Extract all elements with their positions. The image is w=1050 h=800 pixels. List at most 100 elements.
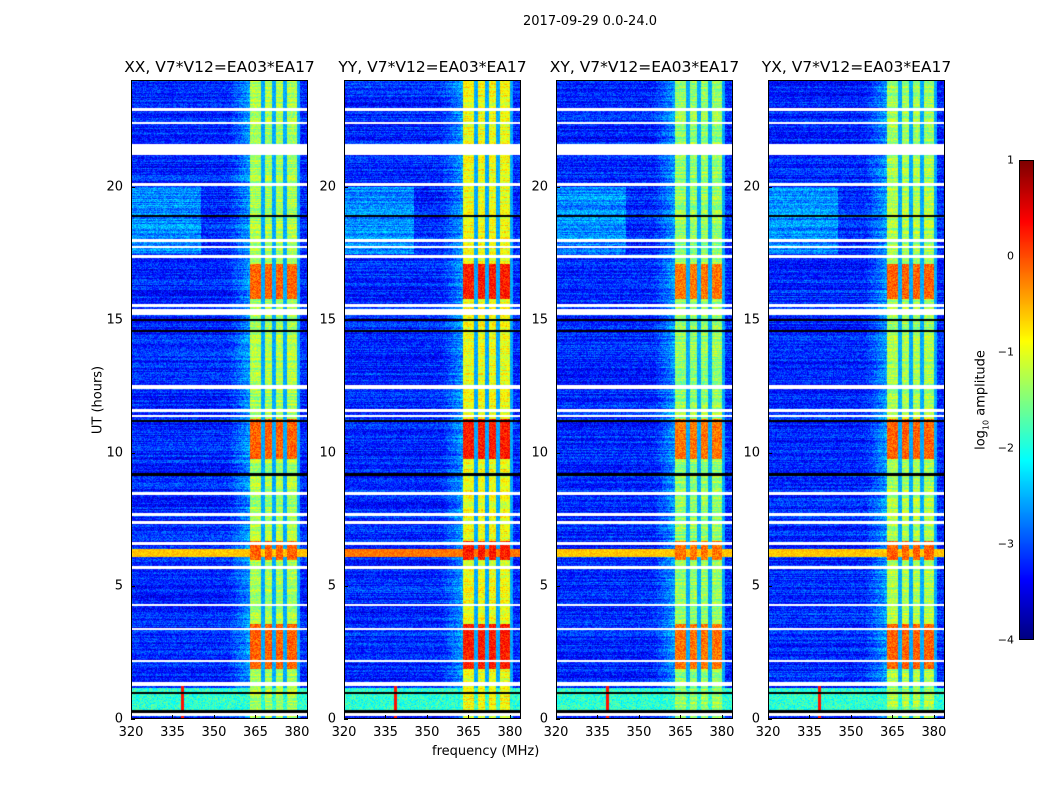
x-tick-mark (892, 715, 894, 719)
plot-frame (768, 80, 945, 719)
y-tick-mark (556, 452, 560, 454)
y-tick-mark (768, 585, 772, 587)
figure-title: 2017-09-29 0.0-24.0 (523, 14, 657, 29)
y-tick-mark (131, 319, 135, 321)
x-tick-mark (809, 715, 811, 719)
colorbar-tick-label: −4 (997, 633, 1014, 647)
heatmap-image (556, 80, 733, 719)
y-tick-mark (344, 452, 348, 454)
y-tick-label: 0 (114, 711, 123, 727)
x-tick-mark (385, 715, 387, 719)
x-tick-label: 365 (880, 725, 905, 740)
y-tick-mark (768, 719, 772, 720)
x-tick-mark (131, 715, 132, 719)
x-tick-mark (344, 715, 345, 719)
y-tick-mark (768, 452, 772, 454)
y-tick-mark (131, 452, 135, 454)
y-tick-label: 10 (319, 445, 336, 461)
x-tick-label: 350 (414, 725, 440, 740)
x-tick-label: 350 (626, 725, 652, 740)
y-tick-label: 0 (539, 711, 548, 727)
y-tick-mark (556, 585, 560, 587)
heatmap-image (344, 80, 521, 719)
y-tick-mark (556, 186, 560, 188)
y-tick-mark (131, 719, 135, 720)
y-tick-label: 0 (751, 711, 760, 727)
y-axis-label: UT (hours) (90, 365, 106, 435)
y-tick-label: 15 (743, 312, 760, 328)
y-tick-label: 5 (539, 578, 548, 594)
x-tick-mark (556, 715, 557, 719)
x-tick-mark (509, 715, 511, 719)
x-tick-mark (721, 715, 723, 719)
x-tick-label: 335 (797, 725, 822, 740)
y-tick-mark (344, 585, 348, 587)
x-tick-mark (255, 715, 257, 719)
y-tick-label: 5 (114, 578, 123, 594)
x-tick-label: 380 (709, 725, 735, 740)
colorbar-label: log10 amplitude (973, 350, 991, 450)
colorbar-tick-label: 0 (1007, 249, 1014, 263)
y-tick-mark (344, 319, 348, 321)
y-tick-mark (556, 719, 560, 720)
plot-frame (556, 80, 733, 719)
y-tick-label: 10 (743, 445, 760, 461)
plot-frame (131, 80, 308, 719)
y-tick-mark (556, 319, 560, 321)
y-tick-label: 5 (751, 578, 760, 594)
y-tick-label: 5 (327, 578, 336, 594)
x-tick-label: 380 (284, 725, 310, 740)
spectrogram-panel-2: YY, V7*V12=EA03*EA17 320 335 350 365 380 0 5 10 1… (319, 58, 526, 740)
colorbar-tick-label: −3 (997, 537, 1014, 551)
plot-frame (344, 80, 521, 719)
colorbar (1019, 160, 1034, 640)
y-tick-mark (768, 319, 772, 321)
y-tick-label: 15 (319, 312, 336, 328)
x-tick-label: 365 (456, 725, 481, 740)
y-tick-label: 15 (531, 312, 548, 328)
x-tick-label: 365 (668, 725, 693, 740)
heatmap-image (131, 80, 308, 719)
colorbar-tick-label: 1 (1007, 153, 1014, 167)
x-tick-mark (768, 715, 769, 719)
y-tick-mark (131, 585, 135, 587)
panel-title: XX, V7*V12=EA03*EA17 (124, 58, 315, 76)
x-tick-mark (680, 715, 682, 719)
y-tick-mark (344, 719, 348, 720)
x-tick-mark (597, 715, 599, 719)
x-tick-label: 320 (118, 725, 144, 740)
y-tick-label: 15 (106, 312, 123, 328)
x-tick-mark (933, 715, 935, 719)
y-tick-label: 20 (743, 179, 760, 194)
x-tick-label: 380 (497, 725, 523, 740)
x-tick-label: 320 (543, 725, 569, 740)
x-tick-mark (296, 715, 298, 719)
x-tick-mark (213, 715, 215, 719)
x-tick-label: 350 (838, 725, 864, 740)
x-tick-mark (468, 715, 470, 719)
panel-title: YX, V7*V12=EA03*EA17 (761, 58, 952, 76)
y-tick-label: 20 (531, 179, 548, 194)
x-tick-label: 380 (921, 725, 947, 740)
panel-title: XY, V7*V12=EA03*EA17 (549, 58, 740, 76)
y-tick-label: 20 (319, 179, 336, 194)
x-tick-label: 350 (201, 725, 227, 740)
x-tick-label: 320 (331, 725, 357, 740)
y-tick-mark (344, 186, 348, 188)
colorbar-tick-label: −2 (997, 441, 1014, 455)
x-tick-label: 335 (373, 725, 398, 740)
x-tick-label: 320 (755, 725, 781, 740)
x-axis-label: frequency (MHz) (432, 744, 540, 759)
heatmap-image (768, 80, 945, 719)
y-tick-mark (768, 186, 772, 188)
colorbar-tick-label: −1 (997, 345, 1014, 359)
panel-title: YY, V7*V12=EA03*EA17 (338, 58, 527, 76)
x-tick-mark (638, 715, 640, 719)
y-tick-label: 10 (106, 445, 123, 461)
y-tick-label: 10 (531, 445, 548, 461)
y-tick-label: 0 (327, 711, 336, 727)
y-tick-mark (131, 186, 135, 188)
x-tick-label: 365 (243, 725, 268, 740)
spectrogram-panel-4: YX, V7*V12=EA03*EA17 320 335 350 365 380 0 5 10 1… (743, 58, 951, 740)
